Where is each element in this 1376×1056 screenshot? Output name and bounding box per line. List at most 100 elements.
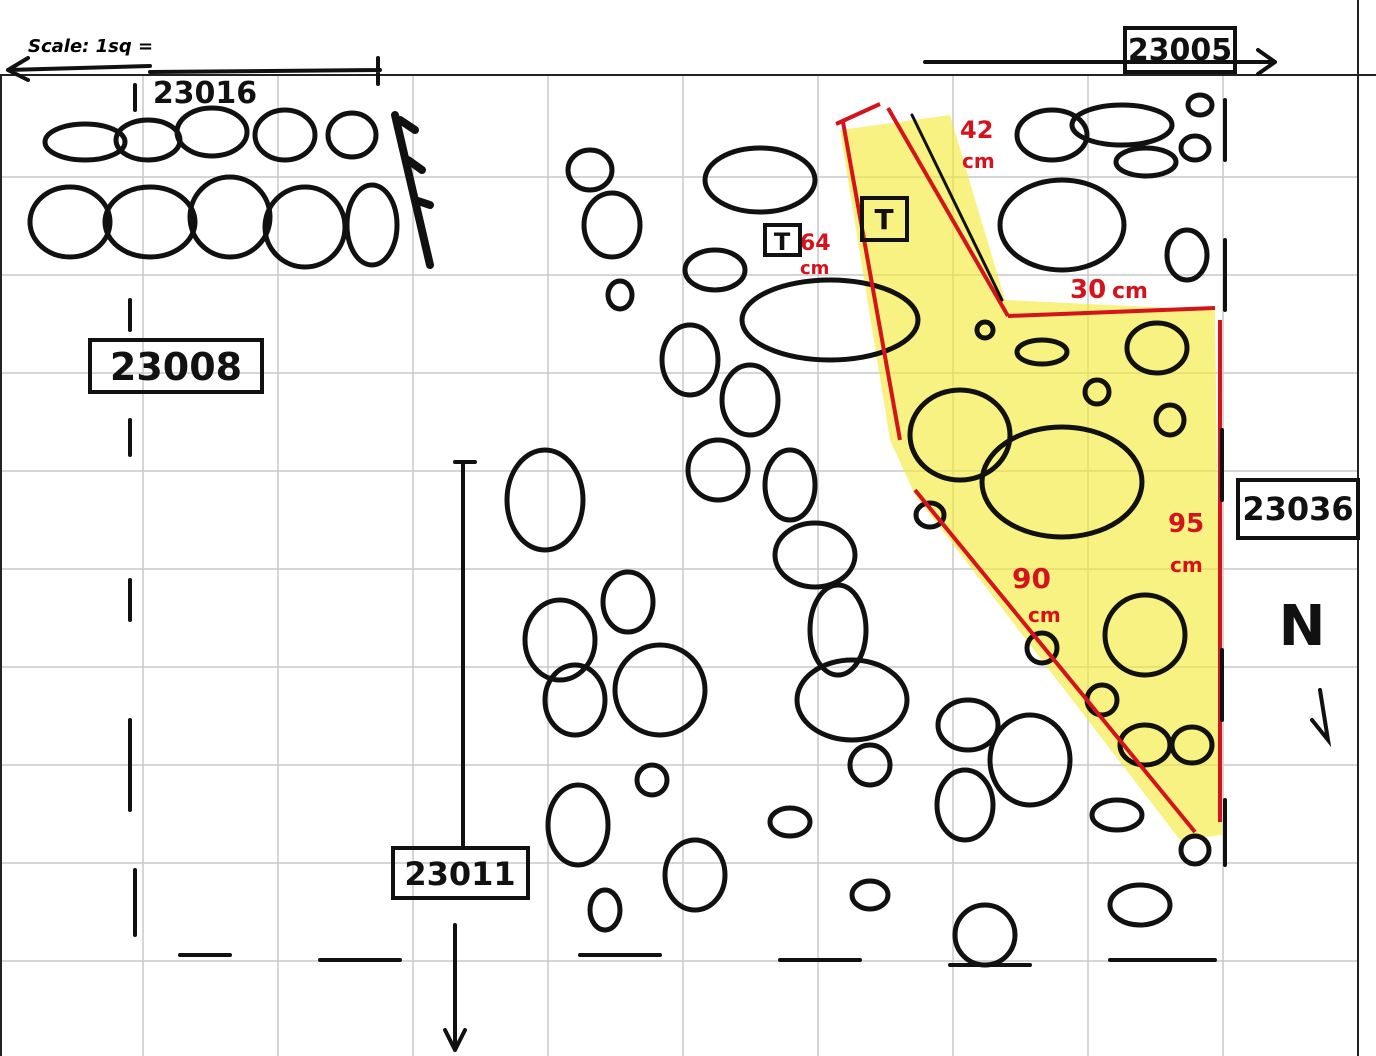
pen-lines — [6, 48, 1332, 1052]
stone — [685, 437, 751, 503]
stone — [325, 110, 379, 160]
measure-line — [835, 102, 881, 126]
tag-label: T — [774, 228, 791, 256]
stone — [252, 107, 318, 163]
stone — [545, 782, 611, 868]
stone — [504, 447, 586, 553]
stone — [581, 190, 643, 260]
stone — [739, 277, 921, 363]
grid — [0, 75, 1358, 1056]
arrow-left — [6, 56, 152, 82]
boundary-dashes — [1220, 98, 1227, 867]
measure-value: 90 — [1012, 562, 1051, 595]
boundary-dashes — [128, 298, 1217, 967]
stone — [762, 447, 818, 523]
stone — [1069, 102, 1175, 148]
stone — [634, 762, 670, 798]
stone — [612, 642, 708, 738]
stone — [565, 147, 615, 193]
measure-lines — [835, 102, 1222, 834]
measure-line — [841, 121, 902, 441]
stone — [600, 569, 656, 635]
stone — [1178, 133, 1212, 163]
stone — [682, 247, 748, 293]
stone — [1014, 337, 1070, 367]
stone — [1178, 833, 1212, 867]
stone — [1124, 320, 1190, 376]
stone — [542, 662, 608, 738]
stone — [187, 174, 273, 260]
stones — [27, 92, 1215, 968]
stone — [987, 712, 1073, 808]
stone — [102, 184, 198, 260]
measure-value: 42 — [960, 116, 993, 144]
context-label: 23008 — [110, 345, 242, 389]
section-line — [453, 460, 477, 847]
stone — [1102, 592, 1188, 678]
measure-value: 95 — [1168, 509, 1204, 539]
stone — [934, 767, 996, 843]
context-box — [1123, 26, 1237, 74]
context-label: 23005 — [1128, 33, 1232, 68]
tag-box — [860, 196, 909, 242]
measure-line — [913, 488, 1197, 834]
scale-label: Scale: 1sq = — [28, 36, 153, 57]
measure-unit: cm — [1028, 603, 1061, 627]
stone — [935, 697, 1001, 753]
stone — [27, 184, 113, 260]
stone — [1169, 724, 1215, 766]
context-label: 23016 — [153, 76, 257, 111]
stone — [605, 278, 635, 312]
measure-line — [1007, 306, 1216, 318]
stone — [767, 805, 813, 839]
section-hachure — [391, 111, 434, 269]
stone — [907, 387, 1013, 483]
stone — [979, 424, 1145, 540]
context-label: 23036 — [1242, 490, 1353, 528]
context-box — [88, 338, 264, 394]
stone — [1153, 402, 1187, 438]
measure-value: 30 — [1070, 275, 1106, 305]
stone — [1164, 227, 1210, 283]
stone — [772, 520, 858, 590]
north-label: N — [1279, 594, 1326, 659]
stone — [174, 105, 250, 159]
measure-unit: cm — [962, 149, 995, 173]
section-hachure — [910, 113, 1004, 302]
tag-box — [763, 223, 802, 257]
stone — [344, 182, 400, 268]
arrow-right — [923, 48, 1277, 76]
stone — [849, 878, 891, 912]
stone — [702, 145, 818, 215]
stone — [587, 887, 623, 933]
stone — [1185, 92, 1215, 118]
measure-unit: cm — [800, 258, 829, 279]
stone — [794, 657, 910, 743]
stone — [1024, 630, 1060, 666]
stone — [997, 177, 1127, 273]
context-box — [1236, 478, 1360, 540]
stone — [974, 319, 996, 341]
context-line — [133, 56, 382, 112]
north-arrow — [1310, 688, 1332, 748]
measure-line — [886, 107, 1010, 317]
measure-value: 64 — [800, 231, 831, 256]
stone — [662, 837, 728, 913]
stone — [1014, 107, 1090, 163]
stone — [807, 582, 869, 678]
context-label: 23011 — [404, 855, 515, 893]
stone — [659, 322, 721, 398]
measure-unit: cm — [1112, 279, 1148, 304]
stone — [1089, 797, 1145, 833]
stone — [719, 362, 781, 438]
tag-label: T — [874, 203, 893, 236]
measure-unit: cm — [1170, 553, 1203, 577]
context-box — [391, 846, 530, 900]
stone — [913, 500, 947, 530]
arrow-down — [443, 923, 467, 1052]
stone — [522, 597, 598, 683]
stone — [1113, 145, 1179, 179]
highlight-area — [840, 115, 1222, 840]
stone — [847, 742, 893, 788]
